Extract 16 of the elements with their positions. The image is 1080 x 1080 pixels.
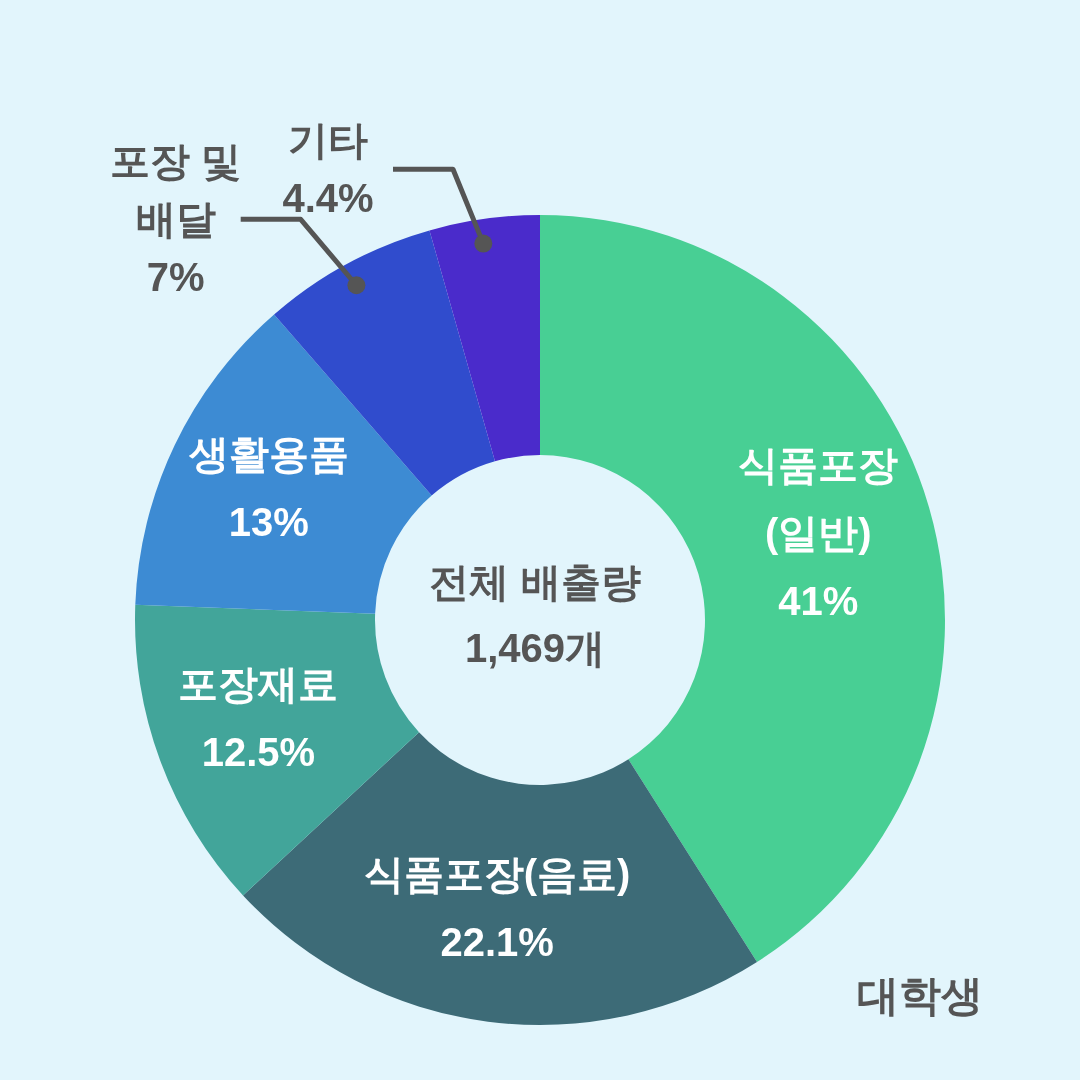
slice-label: 기타 [287,118,368,163]
data-label: 13% [228,499,309,544]
slice-label: 포장재료 [178,661,339,706]
slice-label: 포장 및 배달 [110,139,242,242]
data-label: 7% [146,255,205,300]
donut-slice [429,215,540,462]
data-label: 22.1% [440,919,554,964]
slice-label: 식품포장 (일반) [738,442,899,555]
slice-label: 생활용품 [187,431,349,476]
text: 대학생 [857,971,983,1019]
slice-label: 식품포장(음료) [363,851,631,896]
donut-slice [135,314,432,614]
data-label: 4.4% [282,176,374,221]
data-label: 41% [778,578,859,623]
text: 전체 배출량 1,469개 [429,560,641,670]
data-label: 12.5% [201,729,316,774]
